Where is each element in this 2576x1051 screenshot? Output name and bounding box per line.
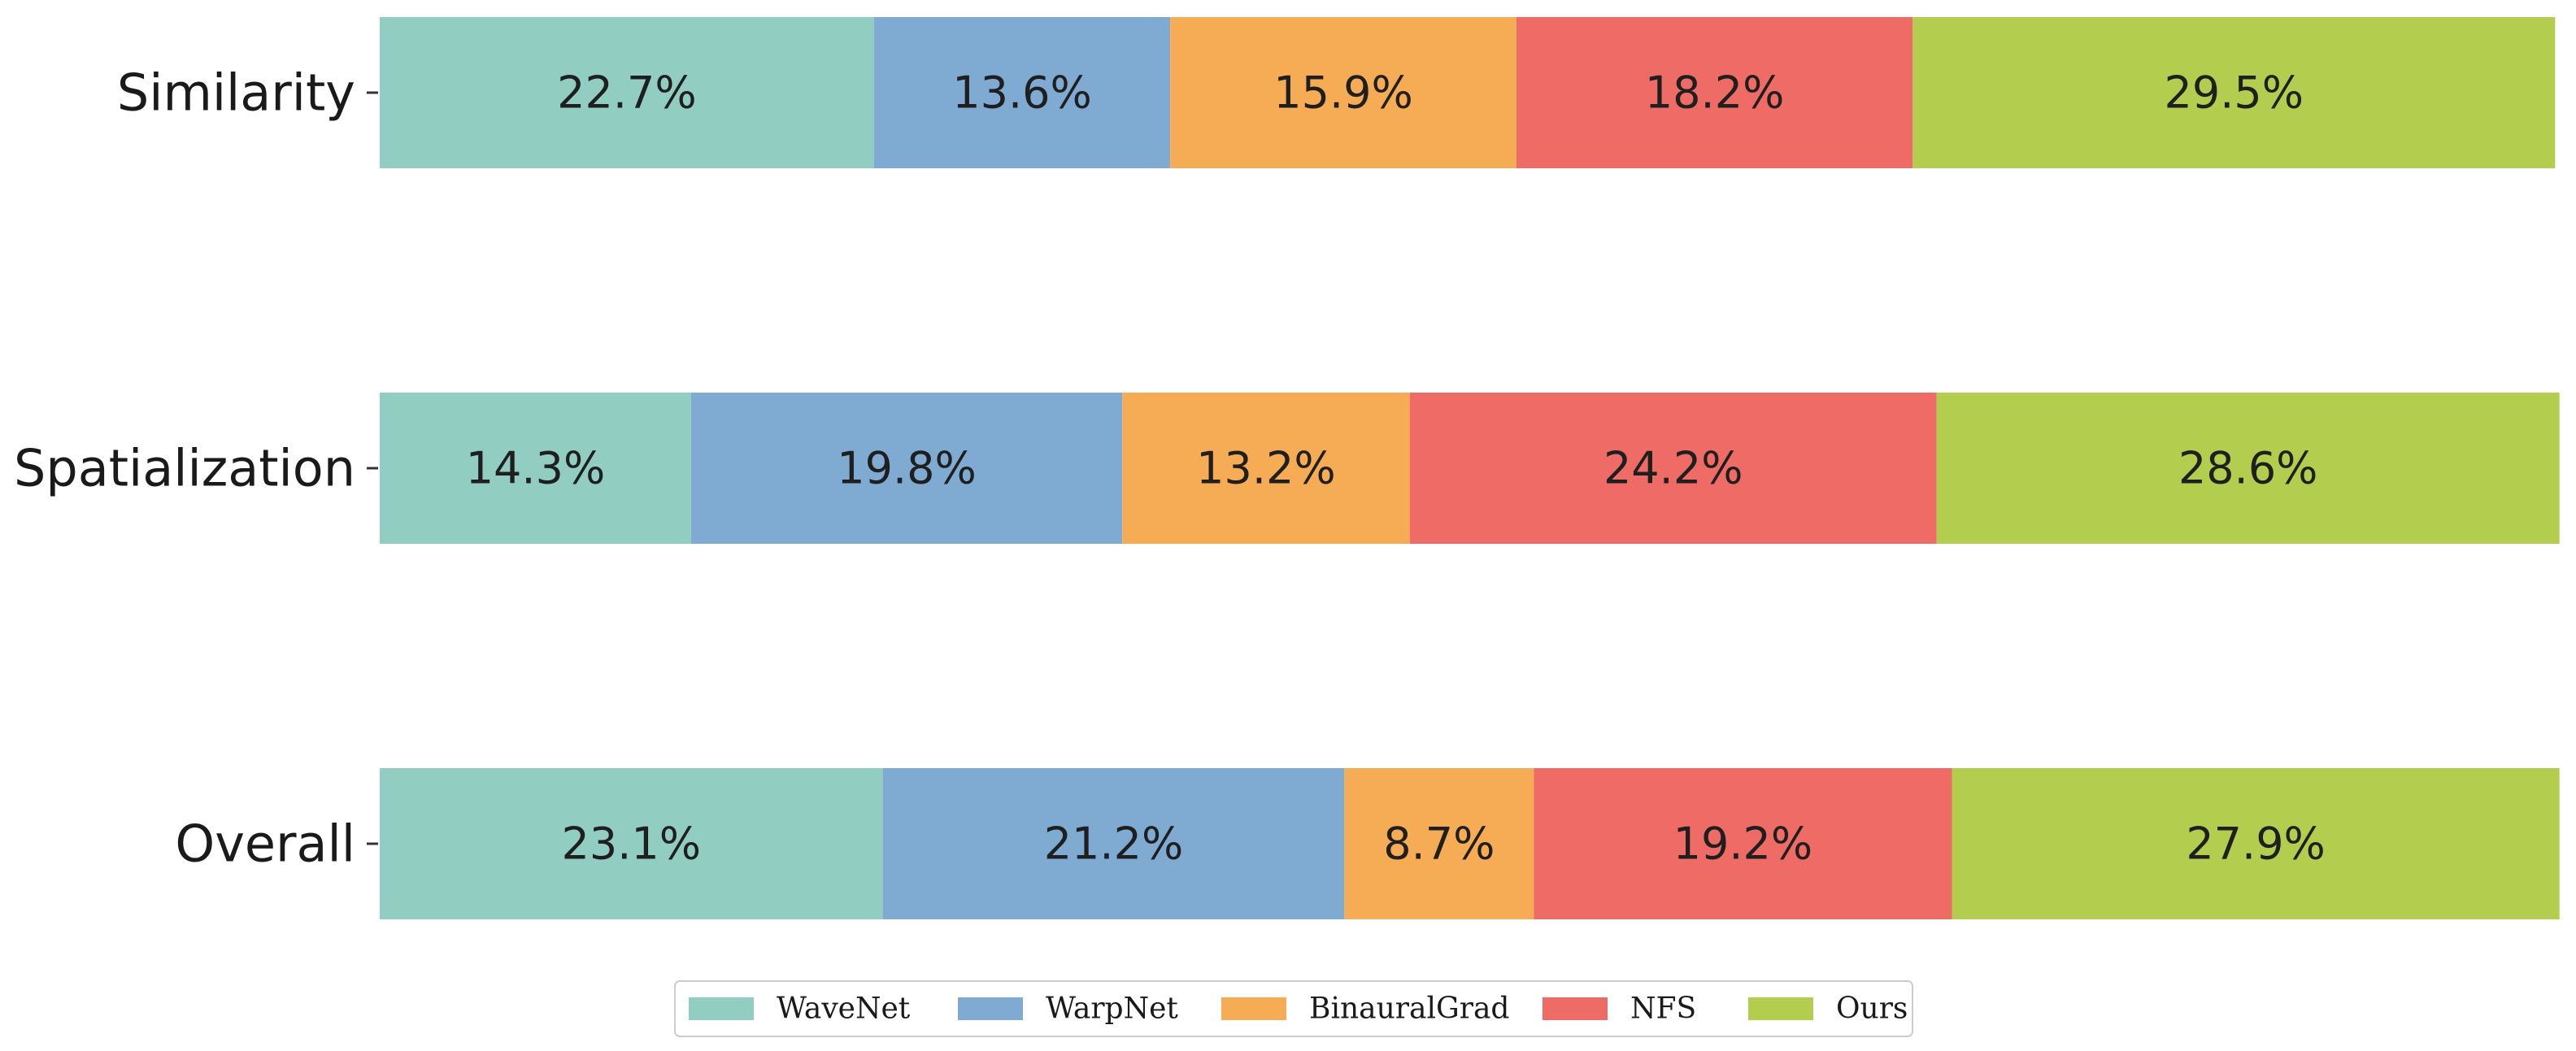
category-label-spatialization: Spatialization — [14, 439, 355, 498]
legend-label-warpnet: WarpNet — [1046, 992, 1178, 1026]
value-label-binauralgrad-spatialization: 13.2% — [1196, 443, 1336, 494]
value-label-warpnet-overall: 21.2% — [1044, 819, 1184, 870]
bar-warpnet-spatialization — [690, 393, 1123, 544]
bar-binauralgrad-overall — [1344, 768, 1534, 919]
bar-warpnet-overall — [882, 768, 1345, 919]
bar-nfs-similarity — [1516, 17, 1913, 168]
value-label-wavenet-spatialization: 14.3% — [466, 443, 606, 494]
legend-swatch-warpnet — [958, 997, 1023, 1020]
y-axis: Similarity Spatialization Overall — [14, 63, 378, 874]
bar-ours-similarity — [1912, 17, 2556, 168]
value-label-nfs-similarity: 18.2% — [1645, 67, 1785, 119]
legend-label-ours: Ours — [1836, 992, 1908, 1026]
value-label-binauralgrad-similarity: 15.9% — [1273, 67, 1413, 119]
bar-binauralgrad-spatialization — [1122, 393, 1410, 544]
legend-swatch-nfs — [1543, 997, 1608, 1020]
legend-label-wavenet: WaveNet — [777, 992, 911, 1026]
bar-nfs-spatialization — [1409, 393, 1937, 544]
legend: WaveNet WarpNet BinauralGrad NFS Ours — [674, 980, 1913, 1037]
value-label-nfs-overall: 19.2% — [1673, 819, 1813, 870]
value-label-wavenet-similarity: 22.7% — [557, 67, 697, 119]
value-label-ours-overall: 27.9% — [2186, 819, 2326, 870]
value-label-wavenet-overall: 23.1% — [562, 819, 702, 870]
legend-label-nfs: NFS — [1630, 992, 1696, 1026]
bar-wavenet-overall — [380, 768, 883, 919]
bar-warpnet-similarity — [873, 17, 1171, 168]
legend-frame — [674, 980, 1913, 1037]
legend-swatch-ours — [1748, 997, 1813, 1020]
bars-layer — [380, 17, 2560, 919]
value-label-ours-spatialization: 28.6% — [2178, 443, 2318, 494]
category-label-similarity: Similarity — [117, 63, 355, 123]
value-label-binauralgrad-overall: 8.7% — [1383, 819, 1495, 870]
bar-wavenet-spatialization — [380, 393, 691, 544]
category-label-overall: Overall — [175, 814, 355, 874]
value-label-ours-similarity: 29.5% — [2165, 67, 2304, 119]
bar-nfs-overall — [1534, 768, 1952, 919]
value-label-nfs-spatialization: 24.2% — [1603, 443, 1743, 494]
value-labels-layer: 22.7% 13.6% 15.9% 18.2% 29.5% 14.3% 19.8% 13.2%… — [466, 67, 2326, 870]
bar-ours-spatialization — [1936, 393, 2560, 544]
legend-label-binauralgrad: BinauralGrad — [1309, 992, 1509, 1026]
bar-binauralgrad-similarity — [1170, 17, 1516, 168]
bar-wavenet-similarity — [380, 17, 874, 168]
value-label-warpnet-similarity: 13.6% — [952, 67, 1092, 119]
legend-swatch-binauralgrad — [1221, 997, 1286, 1020]
bar-ours-overall — [1952, 768, 2560, 919]
legend-swatch-wavenet — [689, 997, 754, 1020]
value-label-warpnet-spatialization: 19.8% — [837, 443, 977, 494]
